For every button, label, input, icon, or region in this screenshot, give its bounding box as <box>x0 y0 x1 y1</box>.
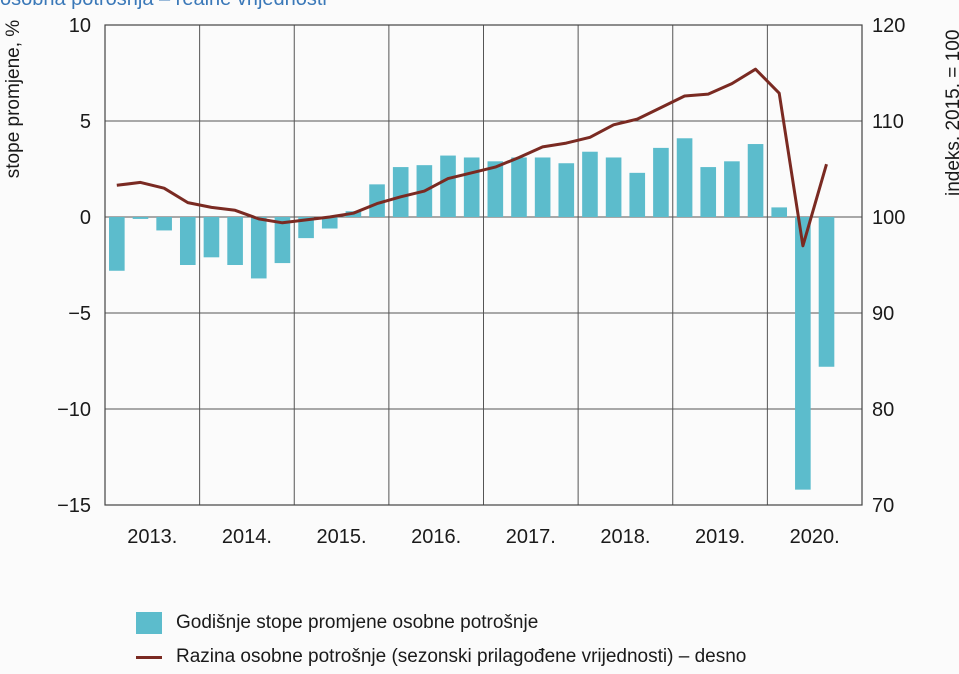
y-left-tick-label: −5 <box>68 303 91 325</box>
bar-2019Q1 <box>677 138 693 217</box>
x-tick-label: 2020. <box>790 526 840 548</box>
bar-2014Q1 <box>204 217 220 257</box>
x-tick-label: 2019. <box>695 526 745 548</box>
y-right-tick-label: 80 <box>872 399 894 421</box>
legend-label-line: Razina osobne potrošnje (sezonski prilag… <box>176 646 746 668</box>
bar-2016Q1 <box>393 167 409 217</box>
bar-2017Q4 <box>558 163 574 217</box>
legend-swatch-line <box>136 656 162 659</box>
bar-series <box>109 138 834 489</box>
bar-2019Q2 <box>700 167 716 217</box>
legend: Godišnje stope promjene osobne potrošnje… <box>136 606 746 674</box>
bar-2014Q2 <box>227 217 243 265</box>
x-tick-label: 2016. <box>411 526 461 548</box>
bar-2016Q4 <box>464 157 480 217</box>
bar-2014Q3 <box>251 217 267 278</box>
bar-2013Q2 <box>133 217 149 219</box>
bar-2018Q2 <box>606 157 622 217</box>
legend-item-line: Razina osobne potrošnje (sezonski prilag… <box>136 640 746 674</box>
y-right-tick-label: 90 <box>872 303 894 325</box>
bar-2016Q3 <box>440 156 456 217</box>
bar-2020Q3 <box>819 217 835 367</box>
y-left-tick-label: −15 <box>57 495 91 517</box>
y-left-tick-label: −10 <box>57 399 91 421</box>
chart-canvas: 10 5 0 −5 −10 −15 120 110 100 90 80 70 2013. 2014. 201… <box>0 0 959 600</box>
bar-2013Q3 <box>156 217 172 230</box>
bar-2013Q4 <box>180 217 196 265</box>
y-left-tick-label: 5 <box>80 111 91 133</box>
bar-2017Q2 <box>511 157 527 217</box>
grid-lines <box>105 25 862 505</box>
y-left-tick-label: 10 <box>69 15 91 37</box>
bar-2017Q3 <box>535 157 551 217</box>
bar-2019Q3 <box>724 161 740 217</box>
bar-2020Q1 <box>771 207 787 217</box>
bar-2018Q1 <box>582 152 598 217</box>
bar-2013Q1 <box>109 217 125 271</box>
y-right-tick-label: 110 <box>872 111 904 133</box>
x-tick-label: 2018. <box>600 526 650 548</box>
y-right-tick-label: 100 <box>872 207 905 229</box>
legend-item-bars: Godišnje stope promjene osobne potrošnje <box>136 606 746 640</box>
bar-2020Q2 <box>795 217 811 490</box>
y-right-tick-label: 70 <box>872 495 894 517</box>
bar-2018Q3 <box>629 173 645 217</box>
legend-label-bars: Godišnje stope promjene osobne potrošnje <box>176 612 538 634</box>
x-tick-label: 2015. <box>317 526 367 548</box>
y-right-tick-label: 120 <box>872 15 905 37</box>
x-tick-label: 2014. <box>222 526 272 548</box>
legend-swatch-bars <box>136 612 162 634</box>
bar-2019Q4 <box>748 144 764 217</box>
bar-2018Q4 <box>653 148 669 217</box>
y-left-tick-label: 0 <box>80 207 91 229</box>
x-tick-label: 2013. <box>127 526 177 548</box>
x-tick-label: 2017. <box>506 526 556 548</box>
